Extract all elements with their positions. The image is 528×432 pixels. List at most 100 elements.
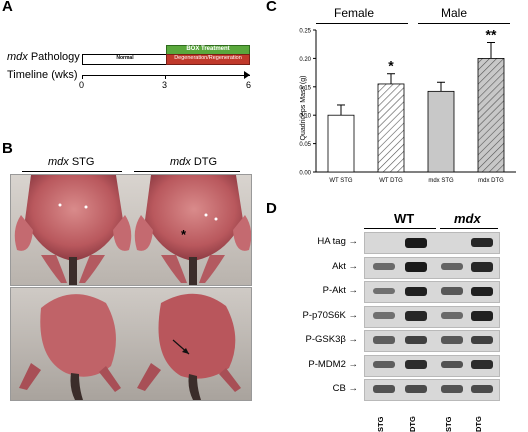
blot-band-6-0 (373, 385, 395, 393)
blot-band-2-1 (405, 286, 427, 297)
y-tick-label-0: 0.00 (299, 171, 311, 177)
blot-band-1-3 (471, 262, 493, 272)
mdx-header-underline (440, 228, 498, 229)
blot-label-1: Akt → (332, 260, 358, 272)
panel-b-letter: B (2, 140, 13, 157)
blot-band-3-1 (405, 311, 427, 321)
blot-band-5-1 (405, 360, 427, 370)
y-tick-label-5: 0.25 (299, 29, 311, 35)
blot-strip-5 (364, 354, 500, 377)
lane-label-1: DTG (408, 415, 417, 432)
blot-band-4-2 (441, 336, 463, 344)
pathology-label-suffix: Pathology (27, 51, 80, 63)
blot-band-1-2 (441, 262, 463, 270)
blot-band-5-0 (373, 360, 395, 369)
normal-bar: Normal (82, 54, 168, 65)
timeline-label: Timeline (wks) (7, 69, 78, 81)
bar-0 (327, 114, 355, 173)
blot-band-2-2 (441, 287, 463, 295)
bar-2 (427, 90, 455, 173)
panel-c-letter: C (266, 0, 277, 15)
photo-title-dtg: mdx DTG (170, 156, 217, 168)
mdx-header: mdx (454, 211, 481, 226)
blot-band-2-0 (373, 287, 395, 295)
blot-band-3-0 (373, 312, 395, 319)
male-group-label: Male (441, 6, 468, 20)
blot-band-3-2 (441, 311, 463, 319)
photo-title-stg: mdx STG (48, 156, 94, 168)
x-tick-label-0: WT STG (329, 178, 353, 184)
blot-label-4: P-GSK3β → (305, 334, 358, 345)
blot-band-2-3 (471, 286, 493, 297)
y-tick-label-2: 0.10 (299, 114, 311, 120)
lane-label-3: DTG (474, 415, 483, 432)
blot-band-6-2 (441, 385, 463, 393)
blot-label-5: P-MDM2 → (308, 358, 358, 370)
blot-strip-2 (364, 281, 500, 303)
pathology-label: mdx Pathology (7, 51, 80, 63)
photo-title-dtg-underline (134, 171, 240, 172)
female-group-underline (316, 23, 408, 24)
degeneration-label: Degeneration/Regeneration (174, 55, 242, 61)
pathology-label-prefix: mdx (7, 51, 28, 63)
tick-label-0: 0 (79, 80, 85, 90)
tick-label-3: 3 (162, 80, 168, 90)
blot-band-0-3 (471, 237, 493, 248)
blot-strip-4 (364, 330, 500, 352)
blot-band-1-1 (405, 262, 427, 272)
blot-band-0-1 (405, 237, 427, 248)
blot-band-5-3 (471, 360, 493, 370)
blot-strip-1 (364, 256, 500, 279)
blot-label-6: CB → (332, 383, 358, 394)
x-tick-label-3: mdx DTG (478, 178, 504, 184)
blot-band-4-3 (471, 335, 493, 345)
panel-d-letter: D (266, 200, 277, 217)
wt-header: WT (394, 211, 415, 226)
timeline-axis (82, 75, 250, 76)
blot-strip-3 (364, 305, 500, 328)
photo-star-marker: * (181, 227, 187, 242)
tick-label-6: 6 (246, 80, 252, 90)
y-tick-label-1: 0.05 (299, 142, 311, 148)
significance-star-wt-dtg: * (388, 58, 394, 74)
lane-label-0: STG (376, 416, 385, 432)
mouse-photo-dorsal: * (10, 174, 252, 286)
blot-band-1-0 (373, 262, 395, 270)
photo-title-stg-prefix: mdx (48, 156, 69, 168)
photo-title-dtg-suffix: DTG (190, 156, 218, 168)
y-axis-label: Quadriceps Mass (g) (300, 76, 307, 141)
box-treatment-label: BOX Treatment (186, 46, 230, 52)
lane-label-2: STG (444, 416, 453, 432)
bar-1 (377, 83, 405, 173)
blot-band-5-2 (441, 360, 463, 369)
blot-label-3: P-p70S6K → (302, 309, 358, 321)
blot-band-4-0 (373, 336, 395, 344)
normal-label: Normal (116, 55, 134, 61)
y-tick-label-3: 0.15 (299, 85, 311, 91)
mouse-photo-lateral (10, 287, 252, 401)
photo-title-stg-suffix: STG (68, 156, 95, 168)
timeline-tick-3 (165, 75, 166, 79)
wt-header-underline (364, 228, 436, 229)
female-group-label: Female (334, 6, 375, 20)
y-tick-label-4: 0.20 (299, 57, 311, 63)
blot-strip-6 (364, 379, 500, 401)
x-tick-label-1: WT DTG (379, 178, 403, 184)
blot-strip-0 (364, 232, 500, 254)
photo-title-stg-underline (22, 171, 122, 172)
significance-star-mdx-dtg: ** (486, 26, 497, 42)
timeline-arrow-icon (244, 71, 250, 79)
timeline-tick-0 (82, 75, 83, 79)
bar-3 (477, 58, 505, 173)
blot-band-4-1 (405, 335, 427, 345)
panel-a-letter: A (2, 0, 13, 15)
blot-band-3-3 (471, 311, 493, 321)
blot-band-6-3 (471, 385, 493, 394)
blot-label-0: HA tag → (317, 236, 358, 247)
quadriceps-mass-chart: Quadriceps Mass (g) 0.00 0.05 0.10 0.15 0.20… (299, 26, 516, 184)
degeneration-bar: Degeneration/Regeneration (166, 54, 250, 65)
photo-title-dtg-prefix: mdx (170, 156, 191, 168)
male-group-underline (418, 23, 510, 24)
x-tick-label-2: mdx STG (428, 178, 454, 184)
blot-band-6-1 (405, 385, 427, 394)
